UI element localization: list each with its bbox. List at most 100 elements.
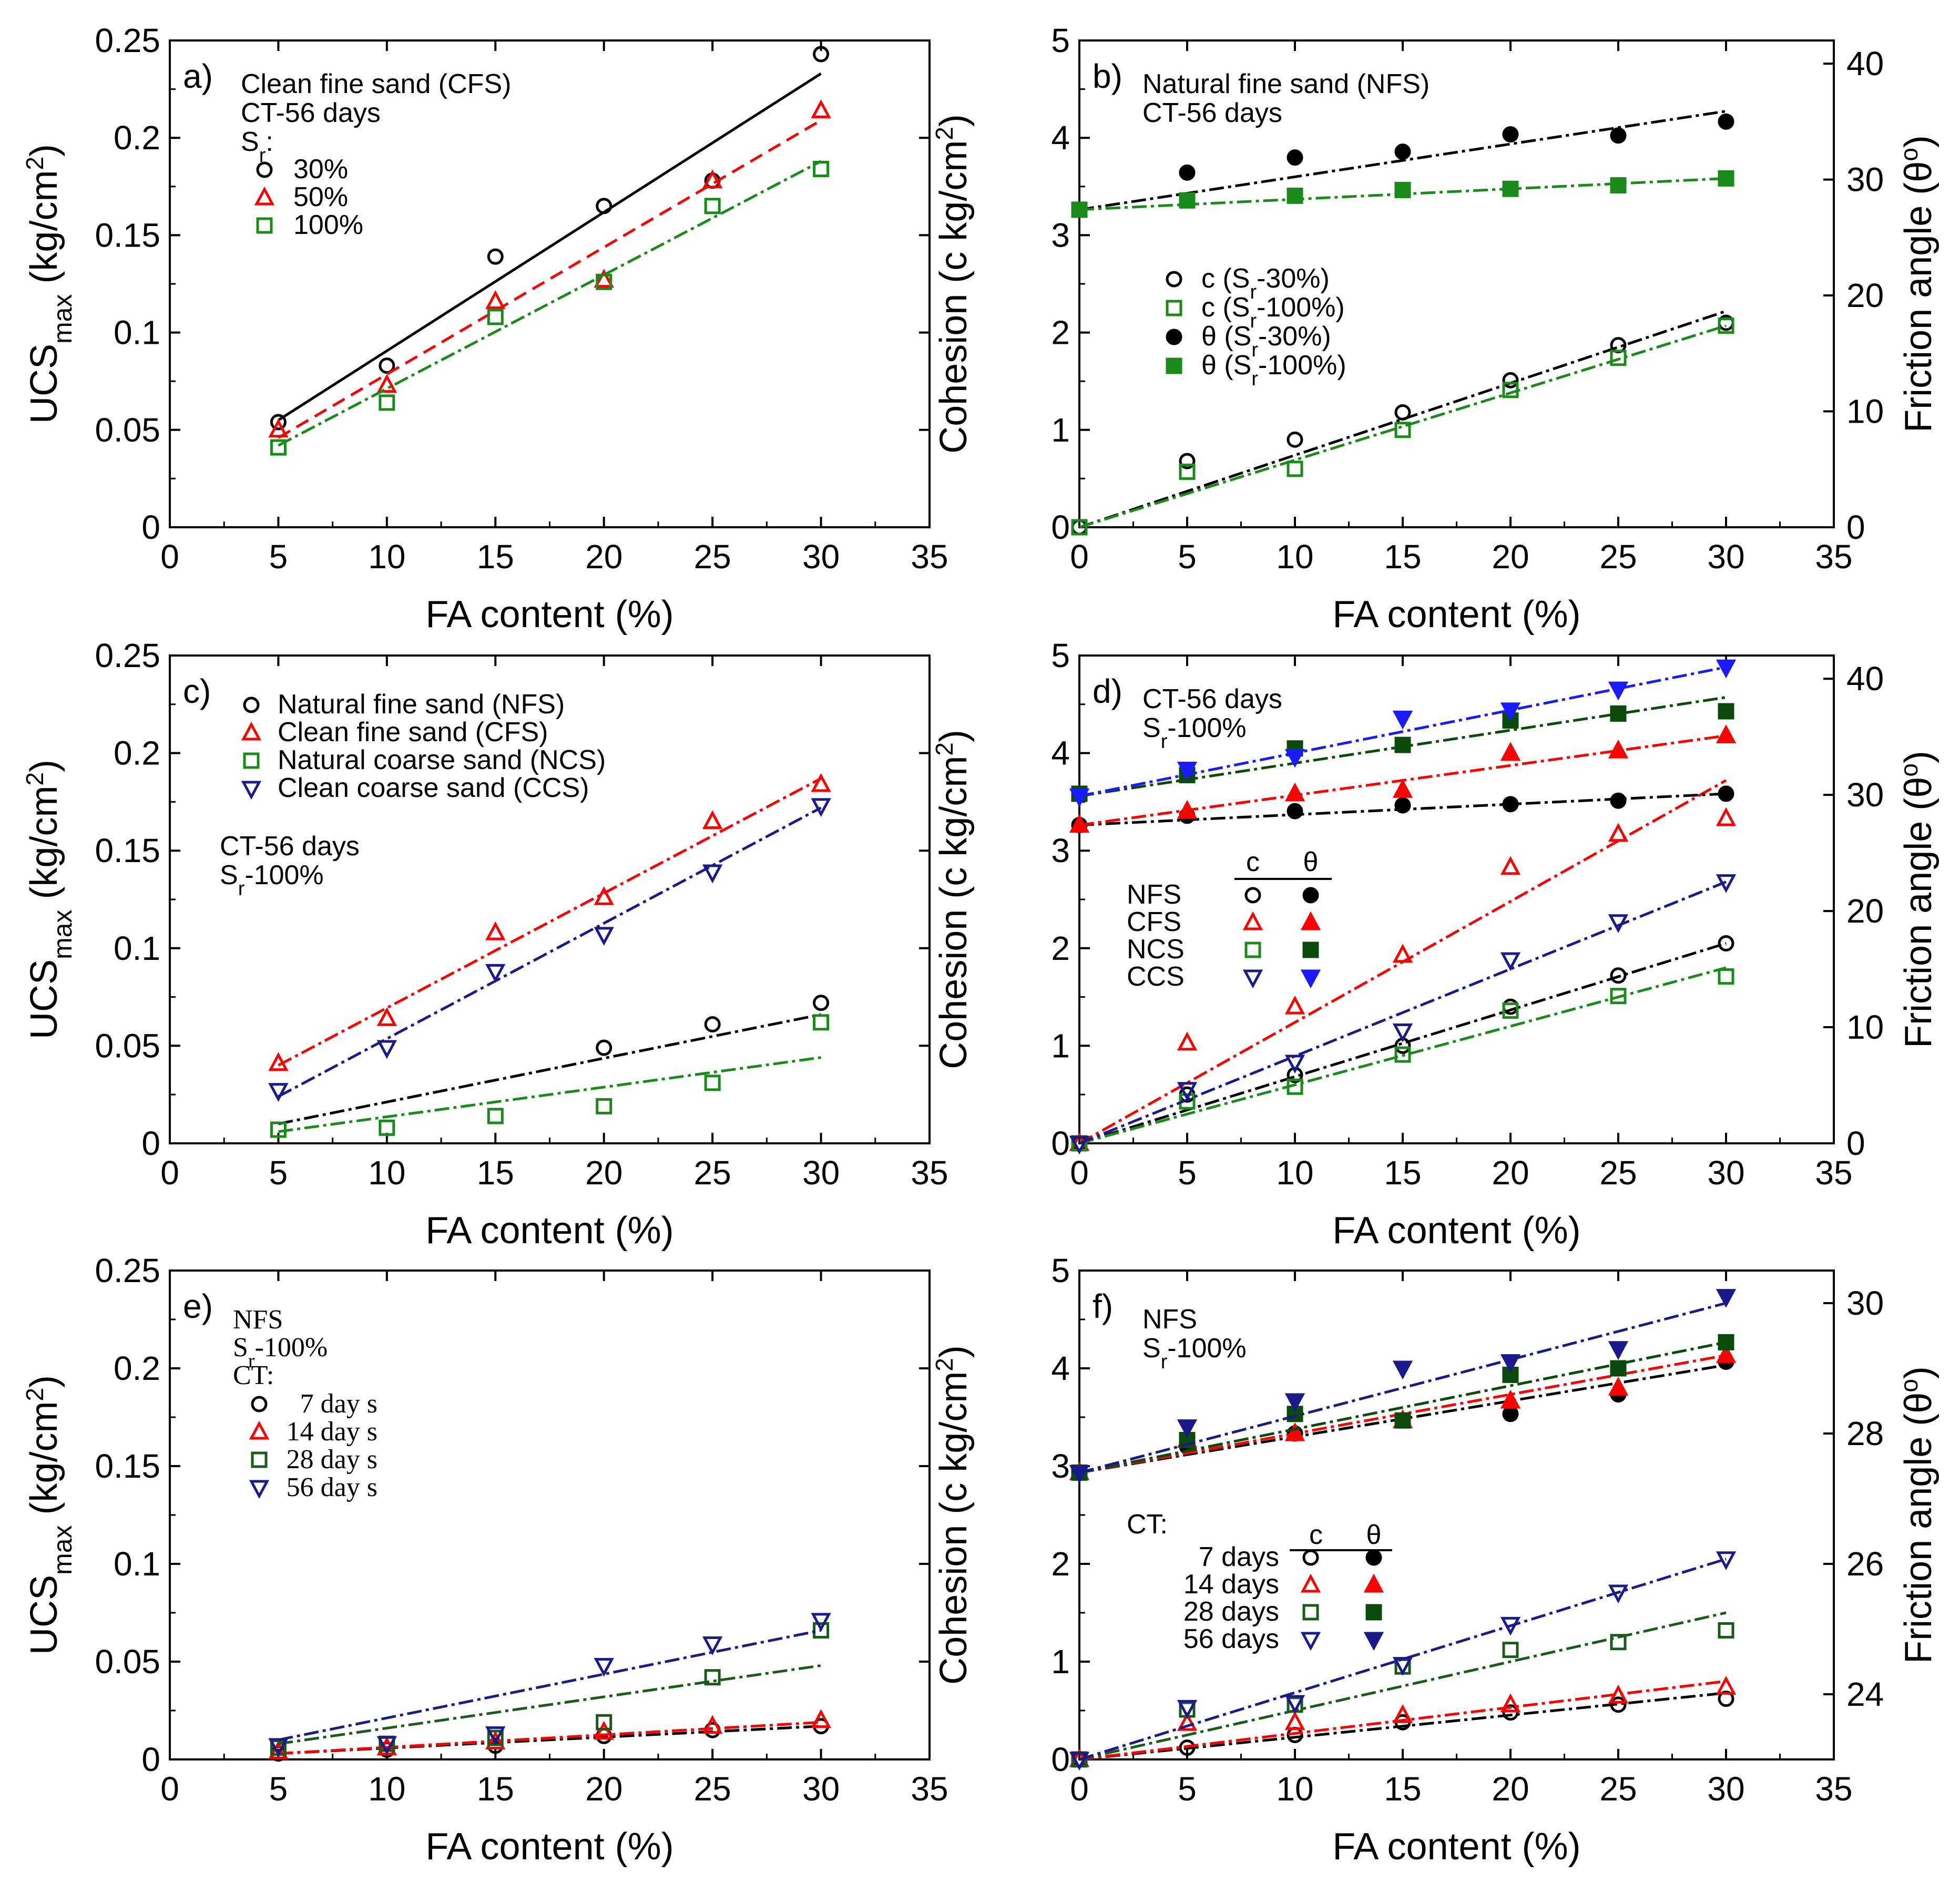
data-point bbox=[1718, 1334, 1734, 1350]
x-tick-label: 35 bbox=[911, 1770, 948, 1808]
legend-label: Clean fine sand (CFS) bbox=[278, 717, 548, 748]
legend-marker bbox=[1300, 969, 1321, 989]
x-tick-label: 0 bbox=[160, 1770, 179, 1808]
data-point bbox=[1716, 1676, 1737, 1695]
data-point bbox=[596, 1039, 612, 1056]
legend-column-theta: θ bbox=[1303, 847, 1319, 877]
x-tick-label: 10 bbox=[368, 1154, 405, 1192]
data-point bbox=[1608, 914, 1629, 933]
x-tick-label: 0 bbox=[160, 1154, 179, 1192]
data-point bbox=[1284, 995, 1305, 1015]
legend-marker bbox=[251, 1451, 268, 1468]
data-point bbox=[594, 927, 614, 946]
legend-label: 50% bbox=[293, 182, 348, 212]
data-point bbox=[1500, 856, 1521, 875]
y-axis-label: UCSmax (kg/cm2) bbox=[21, 144, 77, 424]
y-tick-label: 3 bbox=[1051, 216, 1070, 254]
legend-row-label: CFS bbox=[1127, 907, 1181, 937]
x-axis-label: FA content (%) bbox=[1332, 1826, 1580, 1868]
data-point bbox=[1718, 318, 1734, 334]
x-tick-label: 20 bbox=[1492, 1154, 1529, 1192]
chart-panel-5: 0 5 10 15 20 25 30 35 0 0.05 0.1 0.15 0.2 0.25 FA cont… bbox=[21, 1252, 948, 1868]
legend-title: Natural fine sand (NFS) bbox=[1142, 69, 1430, 99]
x-tick-label: 15 bbox=[1384, 1154, 1421, 1192]
y2-axis-label: Friction angle (θo) bbox=[1895, 135, 1939, 433]
fit-line bbox=[1079, 1680, 1727, 1761]
data-point bbox=[1608, 681, 1629, 701]
legend-marker bbox=[1302, 887, 1319, 904]
data-point bbox=[1287, 803, 1303, 820]
legend-subtitle: CT-56 days bbox=[241, 98, 381, 128]
data-point bbox=[1718, 170, 1734, 187]
data-point bbox=[1610, 177, 1627, 194]
chart-panel-1: 0 5 10 15 20 25 30 35 0 0.05 0.1 0.15 0.2 0.25 FA cont… bbox=[21, 22, 948, 636]
data-point bbox=[1718, 1622, 1734, 1639]
legend-row-label: 7 days bbox=[1199, 1542, 1279, 1572]
data-point bbox=[270, 414, 287, 431]
data-point bbox=[487, 248, 504, 265]
data-point bbox=[1608, 1684, 1629, 1704]
legend-column-theta: θ bbox=[1366, 1520, 1382, 1550]
legend-marker bbox=[243, 697, 260, 713]
data-point bbox=[1502, 372, 1519, 388]
x-tick-label: 25 bbox=[694, 538, 731, 576]
data-point bbox=[1500, 1389, 1521, 1409]
data-point bbox=[1608, 1584, 1629, 1604]
data-point bbox=[596, 1714, 612, 1731]
x-tick-label: 25 bbox=[1599, 538, 1637, 576]
data-point bbox=[1502, 796, 1519, 813]
legend-marker bbox=[1300, 1573, 1321, 1593]
data-point bbox=[1716, 659, 1737, 679]
data-point bbox=[1718, 113, 1734, 130]
legend-marker bbox=[1363, 1632, 1384, 1651]
legend-marker bbox=[1300, 911, 1321, 930]
data-point bbox=[811, 773, 831, 792]
data-point bbox=[1610, 1634, 1627, 1651]
data-point bbox=[1177, 1419, 1198, 1438]
legend-marker bbox=[1166, 300, 1182, 316]
y-tick-label: 3 bbox=[1051, 1447, 1070, 1485]
data-point bbox=[1177, 1031, 1198, 1051]
data-point bbox=[1287, 149, 1303, 166]
y-tick-label: 0.15 bbox=[95, 832, 160, 869]
y2-tick-label: 0 bbox=[1846, 508, 1865, 546]
y-tick-label: 5 bbox=[1051, 22, 1070, 59]
y-tick-label: 0 bbox=[141, 1740, 160, 1778]
data-point bbox=[1718, 968, 1734, 985]
data-point bbox=[1287, 187, 1303, 204]
y-tick-label: 0.15 bbox=[95, 1447, 160, 1485]
data-point bbox=[268, 1052, 289, 1071]
data-point bbox=[1287, 460, 1303, 477]
x-tick-label: 30 bbox=[1707, 1770, 1744, 1808]
data-point bbox=[376, 374, 397, 393]
y-tick-label: 0 bbox=[1051, 508, 1070, 546]
legend-marker bbox=[241, 721, 262, 741]
y2-axis-label: Friction angle (θo) bbox=[1895, 1366, 1939, 1664]
x-tick-label: 25 bbox=[694, 1154, 731, 1192]
data-point bbox=[1179, 192, 1196, 209]
y-tick-label: 0.1 bbox=[114, 314, 160, 352]
chart-panel-3: 0 5 10 15 20 25 30 35 0 0.05 0.1 0.15 0.2 0.25 FA cont… bbox=[21, 637, 948, 1252]
data-point bbox=[1069, 1752, 1090, 1771]
legend-row-label: NCS bbox=[1127, 934, 1185, 965]
legend-label: Natural fine sand (NFS) bbox=[278, 689, 565, 720]
data-point bbox=[702, 169, 723, 189]
data-point bbox=[376, 1040, 397, 1059]
x-tick-label: 5 bbox=[1178, 538, 1197, 576]
data-point bbox=[1179, 453, 1196, 469]
data-point bbox=[485, 1731, 506, 1750]
legend-subtitle: CT-56 days bbox=[1142, 98, 1282, 128]
legend-marker bbox=[254, 186, 275, 206]
data-point bbox=[1610, 705, 1627, 722]
y2-tick-label: 20 bbox=[1846, 277, 1884, 314]
data-point bbox=[1179, 1739, 1196, 1756]
data-point bbox=[596, 198, 612, 214]
x-tick-label: 5 bbox=[1178, 1770, 1197, 1808]
data-point bbox=[1392, 1657, 1413, 1676]
legend-title: Clean fine sand (CFS) bbox=[241, 69, 511, 99]
legend-column-c: c bbox=[1246, 847, 1260, 877]
legend-title: NFS bbox=[1142, 1304, 1197, 1335]
data-point bbox=[1500, 1616, 1521, 1636]
